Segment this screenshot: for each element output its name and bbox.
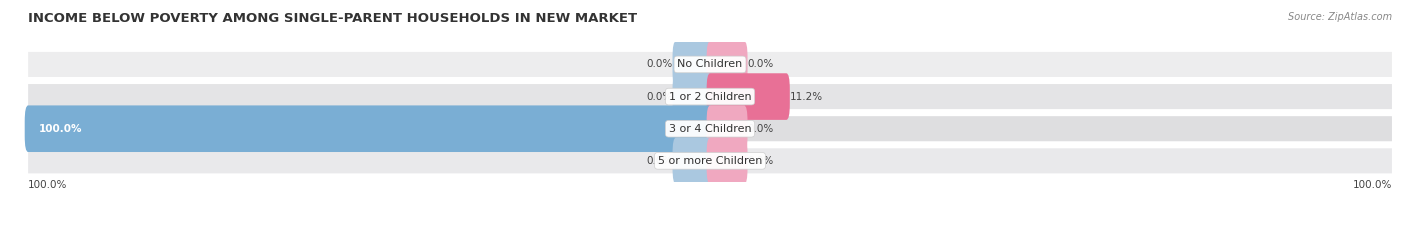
FancyBboxPatch shape — [707, 41, 748, 88]
Text: 3 or 4 Children: 3 or 4 Children — [669, 124, 751, 134]
Text: INCOME BELOW POVERTY AMONG SINGLE-PARENT HOUSEHOLDS IN NEW MARKET: INCOME BELOW POVERTY AMONG SINGLE-PARENT… — [28, 12, 637, 25]
Text: 0.0%: 0.0% — [647, 59, 672, 69]
FancyBboxPatch shape — [28, 84, 1392, 109]
Text: 0.0%: 0.0% — [748, 156, 773, 166]
Text: 0.0%: 0.0% — [647, 156, 672, 166]
Text: 5 or more Children: 5 or more Children — [658, 156, 762, 166]
Text: 100.0%: 100.0% — [28, 180, 67, 190]
Text: 0.0%: 0.0% — [748, 124, 773, 134]
Text: 1 or 2 Children: 1 or 2 Children — [669, 92, 751, 102]
FancyBboxPatch shape — [25, 105, 713, 152]
FancyBboxPatch shape — [28, 116, 1392, 141]
Text: 100.0%: 100.0% — [1353, 180, 1392, 190]
FancyBboxPatch shape — [707, 137, 748, 184]
FancyBboxPatch shape — [707, 105, 748, 152]
Text: 100.0%: 100.0% — [38, 124, 82, 134]
FancyBboxPatch shape — [28, 52, 1392, 77]
FancyBboxPatch shape — [672, 41, 713, 88]
FancyBboxPatch shape — [672, 73, 713, 120]
Text: No Children: No Children — [678, 59, 742, 69]
Text: 0.0%: 0.0% — [647, 92, 672, 102]
FancyBboxPatch shape — [707, 73, 790, 120]
Text: 11.2%: 11.2% — [790, 92, 823, 102]
FancyBboxPatch shape — [672, 137, 713, 184]
Text: Source: ZipAtlas.com: Source: ZipAtlas.com — [1288, 12, 1392, 22]
Text: 0.0%: 0.0% — [748, 59, 773, 69]
FancyBboxPatch shape — [28, 148, 1392, 173]
